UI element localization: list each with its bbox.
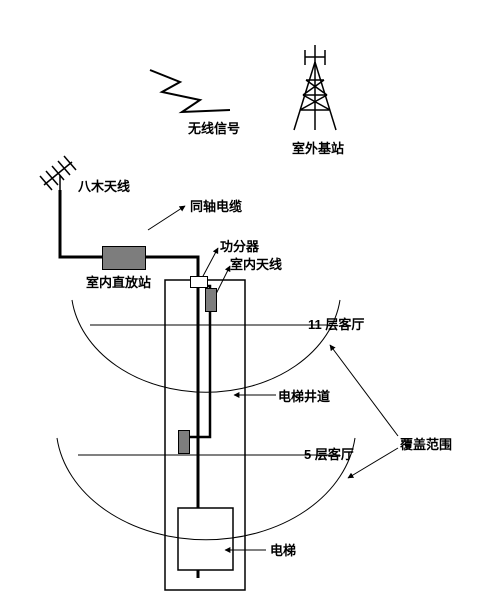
label-indoor-antenna: 室内天线	[230, 254, 282, 273]
coverage-arc-top	[72, 300, 340, 392]
label-coax: 同轴电缆	[190, 196, 242, 215]
arrow-splitter	[202, 248, 218, 278]
arrow-coverage-2	[348, 448, 398, 478]
arrow-indoor-antenna	[215, 266, 230, 296]
elevator-car	[178, 508, 233, 570]
arrow-coax	[148, 206, 185, 230]
cable-repeater-to-splitter	[144, 257, 198, 276]
label-yagi: 八木天线	[78, 176, 130, 195]
indoor-antenna-mid	[178, 430, 190, 454]
label-floor-5: 5 层客厅	[304, 444, 354, 463]
label-wireless-signal: 无线信号	[188, 118, 240, 137]
label-elevator: 电梯	[270, 540, 296, 559]
indoor-antenna-top	[205, 288, 217, 312]
base-station-tower-icon	[294, 45, 336, 130]
splitter-box	[190, 276, 208, 288]
elevator-shaft	[165, 280, 245, 590]
label-splitter: 功分器	[220, 236, 259, 255]
diagram-svg	[0, 0, 501, 600]
label-coverage: 覆盖范围	[400, 434, 452, 453]
label-repeater: 室内直放站	[86, 272, 151, 291]
arrow-coverage-1	[330, 345, 398, 436]
diagram-canvas: 无线信号 室外基站 八木天线 同轴电缆 室内直放站 功分器 室内天线 11 层客…	[0, 0, 501, 600]
yagi-antenna-icon	[40, 156, 76, 257]
wireless-signal-icon	[150, 70, 230, 112]
label-shaft: 电梯井道	[278, 386, 330, 405]
label-outdoor-bs: 室外基站	[292, 138, 344, 157]
indoor-repeater-box	[102, 246, 146, 270]
label-floor-11: 11 层客厅	[308, 314, 364, 333]
coax-cable-path	[60, 190, 102, 257]
